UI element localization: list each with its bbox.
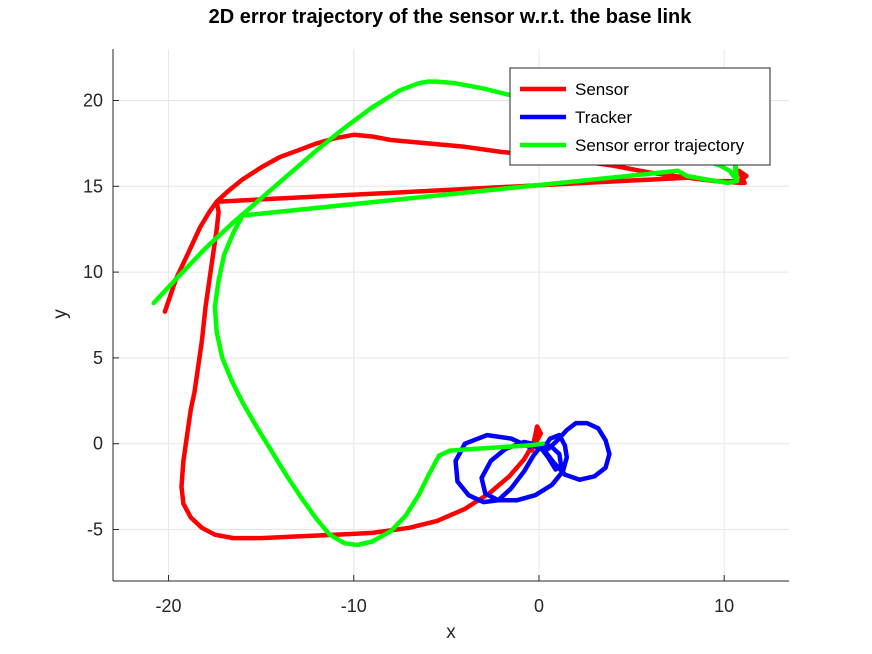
y-tick-label-5: 20 — [83, 90, 103, 110]
y-tick-label-0: -5 — [87, 520, 103, 540]
legend-label-1: Tracker — [575, 108, 632, 127]
x-axis-label: x — [446, 622, 456, 643]
x-tick-label-1: -10 — [341, 596, 367, 616]
chart-title: 2D error trajectory of the sensor w.r.t.… — [209, 6, 693, 28]
series-layer — [151, 79, 749, 548]
legend-label-2: Sensor error trajectory — [575, 136, 745, 155]
y-tick-label-1: 0 — [93, 434, 103, 454]
y-tick-label-4: 15 — [83, 176, 103, 196]
y-axis-label: y — [50, 309, 71, 319]
tick-labels: -20 -10 0 10 -5 0 5 10 15 20 — [83, 90, 734, 616]
series-line-0 — [162, 132, 749, 541]
legend: Sensor Tracker Sensor error trajectory — [509, 67, 771, 166]
legend-label-0: Sensor — [575, 80, 629, 99]
x-tick-label-2: 0 — [534, 596, 544, 616]
y-tick-label-3: 10 — [83, 262, 103, 282]
y-tick-label-2: 5 — [93, 348, 103, 368]
axes — [112, 49, 789, 582]
series-line-1 — [453, 420, 612, 505]
series-line-2 — [151, 79, 740, 548]
x-tick-label-3: 10 — [714, 596, 734, 616]
x-tick-label-0: -20 — [156, 596, 182, 616]
